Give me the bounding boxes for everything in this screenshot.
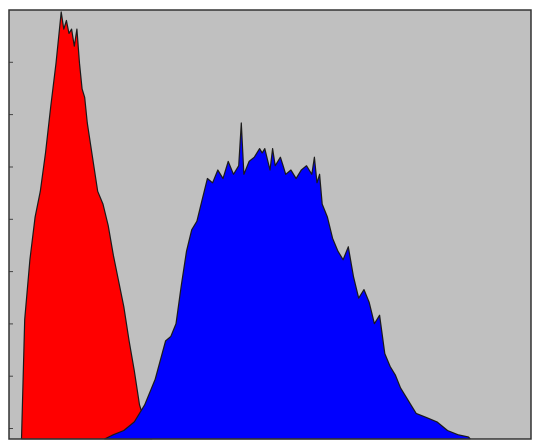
histogram-series-1-area (20, 11, 153, 440)
histogram-series-2-area (103, 122, 471, 440)
plot-frame (8, 9, 532, 440)
series-layer (20, 11, 471, 440)
